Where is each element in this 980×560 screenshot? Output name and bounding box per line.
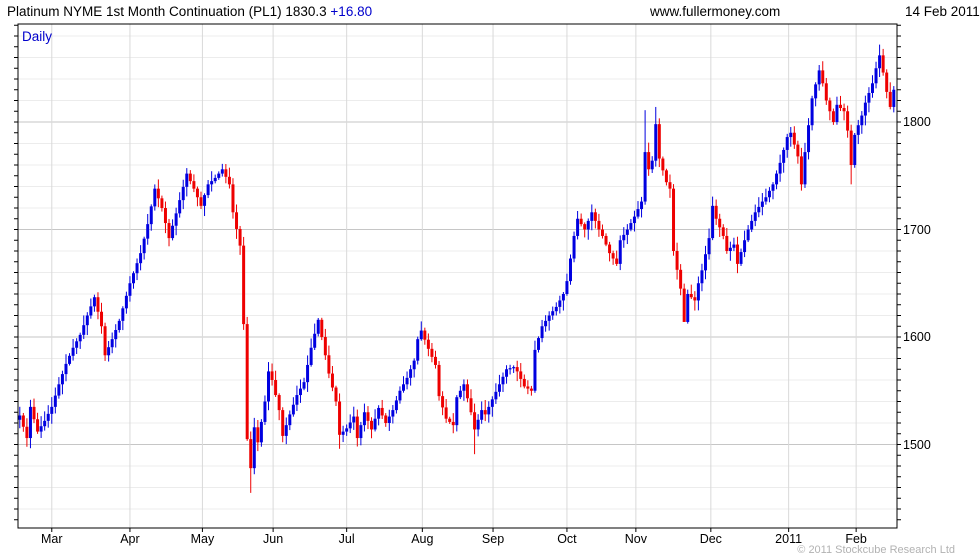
y-axis-label: 1800 [903, 115, 931, 129]
period-label: Daily [22, 29, 53, 44]
x-axis-label-dec: Dec [699, 532, 722, 546]
price-change: +16.80 [330, 4, 373, 19]
y-axis-label: 1700 [903, 222, 931, 237]
x-axis-label-oct: Oct [557, 532, 577, 546]
axes [14, 24, 901, 532]
x-axis-label-jun: Jun [263, 532, 284, 546]
y-axis-label: 1500 [903, 437, 931, 452]
x-axis-label-2011: 2011 [775, 532, 803, 546]
site-url[interactable]: www.fullermoney.com [650, 4, 781, 19]
copyright-notice: © 2011 Stockcube Research Ltd [797, 544, 955, 556]
y-axis-label: 1600 [903, 330, 931, 344]
x-axis-label-mar: Mar [41, 532, 63, 546]
x-axis-label-feb: Feb [845, 532, 867, 546]
chart-title: Platinum NYME 1st Month Continuation (PL… [7, 4, 372, 19]
chart-title-text: Platinum NYME 1st Month Continuation (PL… [7, 4, 331, 19]
x-axis-label-nov: Nov [624, 532, 647, 546]
candles [18, 44, 896, 493]
chart-date: 14 Feb 2011 [905, 4, 980, 19]
x-axis-label-aug: Aug [411, 532, 434, 546]
x-axis-label-apr: Apr [120, 532, 140, 546]
x-axis-label-jul: Jul [338, 532, 355, 546]
x-axis-label-sep: Sep [481, 532, 505, 546]
x-axis-label-may: May [190, 532, 215, 546]
